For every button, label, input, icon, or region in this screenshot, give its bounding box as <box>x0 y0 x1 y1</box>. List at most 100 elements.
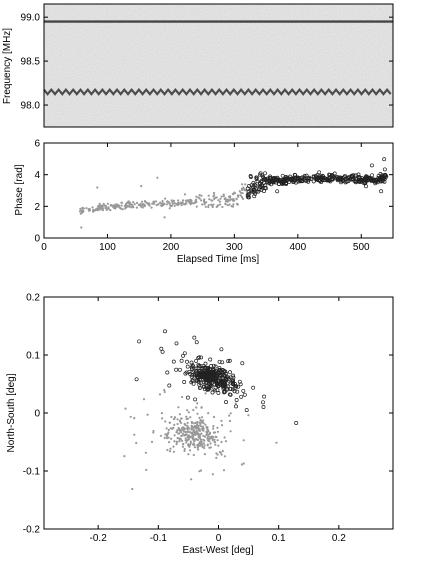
phase-point <box>231 192 234 195</box>
phase-point <box>357 179 362 184</box>
phase-point <box>317 170 322 175</box>
phase-point <box>96 186 99 189</box>
position-point <box>227 392 232 397</box>
phase-point <box>117 205 120 208</box>
position-point <box>199 373 204 378</box>
phase-point <box>166 203 169 206</box>
phase-point <box>98 202 101 205</box>
position-point <box>190 420 193 424</box>
phase-point <box>380 179 385 184</box>
phase-point <box>377 177 382 182</box>
position-point <box>183 434 186 437</box>
position-point <box>193 438 196 441</box>
position-point <box>199 369 204 374</box>
position-point <box>228 419 232 423</box>
spectrogram-ylabel: Frequency [MHz] <box>2 28 13 104</box>
phase-point <box>260 173 265 178</box>
phase-point <box>354 177 359 182</box>
phase-point <box>210 199 213 202</box>
position-point <box>209 364 214 368</box>
position-point <box>170 415 173 419</box>
position-point <box>251 385 256 390</box>
phase-point <box>168 207 171 210</box>
phase-point <box>241 183 244 186</box>
position-point <box>181 439 184 443</box>
position-point <box>216 426 219 429</box>
phase-xlabel: Elapsed Time [ms] <box>177 254 259 265</box>
position-point <box>177 406 180 409</box>
position-point <box>229 412 232 415</box>
position-point <box>175 441 179 444</box>
phase-frame <box>43 142 394 239</box>
phase-point <box>242 186 245 189</box>
position-point <box>177 432 180 435</box>
phase-point <box>331 176 336 181</box>
position-point <box>179 358 184 363</box>
position-point <box>186 426 189 429</box>
position-point <box>206 426 209 429</box>
position-x-tick-label: 0.1 <box>272 533 286 544</box>
phase-point <box>227 198 230 201</box>
phase-x-tick-label: 200 <box>163 242 180 253</box>
phase-point <box>101 206 104 209</box>
spectrogram-frame <box>43 3 394 128</box>
phase-point <box>224 200 227 203</box>
phase-point <box>212 195 215 198</box>
phase-point <box>142 203 146 206</box>
position-point <box>145 468 148 471</box>
phase-point <box>172 199 176 202</box>
position-point <box>181 353 185 358</box>
position-point <box>198 442 201 445</box>
phase-point <box>258 172 262 177</box>
phase-point <box>121 208 124 211</box>
spectrogram-y-tick-label: 98.0 <box>21 101 41 112</box>
position-point <box>200 406 203 409</box>
position-point <box>203 366 208 371</box>
spectrogram-panel: 99.0 98.5 98.0 Frequency [MHz] <box>2 3 394 128</box>
position-point <box>173 423 176 426</box>
phase-point <box>189 198 192 201</box>
position-point <box>193 446 196 449</box>
position-point <box>199 418 202 422</box>
phase-point <box>230 205 233 208</box>
position-point <box>211 435 215 438</box>
phase-point <box>248 174 253 178</box>
phase-point <box>80 209 83 212</box>
phase-x-ticks: 0 100 200 300 400 500 <box>41 143 370 253</box>
phase-point <box>132 201 135 204</box>
phase-point <box>140 205 143 208</box>
phase-point <box>195 195 198 198</box>
phase-point <box>109 204 112 207</box>
phase-point <box>295 176 300 181</box>
phase-y-tick-label: 6 <box>34 139 40 150</box>
position-point <box>229 430 232 433</box>
position-point <box>200 416 204 419</box>
phase-point <box>241 197 245 200</box>
phase-point <box>240 187 243 190</box>
position-point <box>247 414 250 417</box>
position-point <box>204 423 207 426</box>
position-x-tick-label: -0.2 <box>90 533 108 544</box>
phase-point <box>356 174 361 179</box>
phase-x-tick-label: 400 <box>289 242 306 253</box>
position-point <box>202 427 205 430</box>
position-point <box>189 380 194 385</box>
position-point <box>196 412 199 415</box>
phase-point <box>135 206 138 209</box>
phase-point <box>208 198 211 201</box>
position-point <box>133 433 136 436</box>
phase-point <box>211 205 214 209</box>
position-point <box>192 429 195 432</box>
position-x-tick-label: 0 <box>216 533 222 544</box>
position-point <box>187 444 190 447</box>
phase-point <box>233 192 237 195</box>
position-point <box>261 400 265 405</box>
phase-point <box>383 172 388 177</box>
phase-point <box>177 201 180 204</box>
phase-point <box>252 182 257 187</box>
position-point <box>167 428 170 432</box>
position-point <box>207 370 212 375</box>
phase-point <box>212 191 216 195</box>
